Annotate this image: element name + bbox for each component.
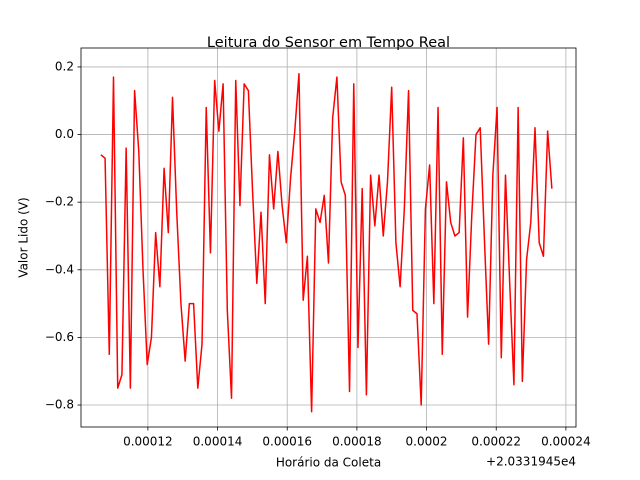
x-tick-label: 0.00014	[193, 435, 243, 449]
data-line	[100, 72, 553, 413]
chart-title: Leitura do Sensor em Tempo Real	[207, 35, 450, 51]
y-axis-label: Valor Lido (V)	[17, 197, 31, 277]
y-tick-label: −0.4	[45, 262, 74, 276]
x-offset-text: +2.0331945e4	[486, 455, 576, 469]
x-tick-label: 0.00024	[541, 435, 591, 449]
y-tick-label: −0.2	[45, 195, 74, 209]
x-tick-label: 0.00016	[262, 435, 312, 449]
x-tick-label: 0.0002	[406, 435, 448, 449]
y-tick-label: −0.6	[45, 330, 74, 344]
x-tick-label: 0.00018	[332, 435, 382, 449]
x-tick-label: 0.00012	[123, 435, 173, 449]
x-tick-label: 0.00022	[471, 435, 521, 449]
y-tick-label: −0.8	[45, 398, 74, 412]
y-tick-label: 0.2	[55, 59, 74, 73]
y-tick-label: 0.0	[55, 127, 74, 141]
x-axis-label: Horário da Coleta	[276, 456, 381, 470]
plot-frame	[80, 47, 577, 428]
